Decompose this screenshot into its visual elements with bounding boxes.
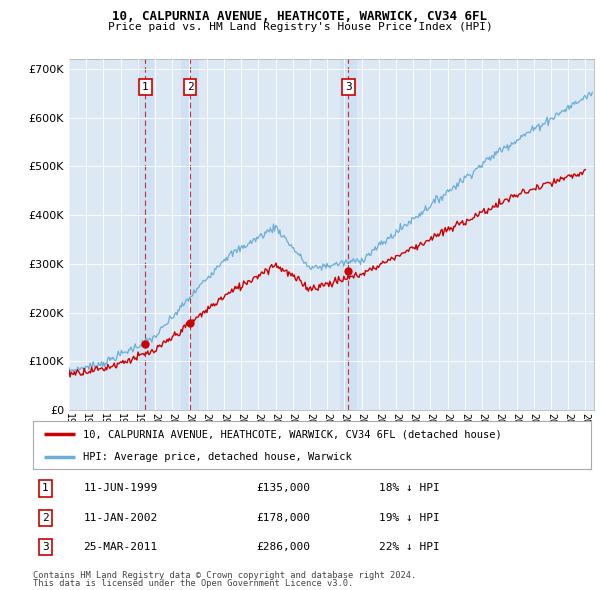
Text: Price paid vs. HM Land Registry's House Price Index (HPI): Price paid vs. HM Land Registry's House … <box>107 22 493 32</box>
Bar <box>137 59 154 410</box>
Text: 11-JUN-1999: 11-JUN-1999 <box>83 483 157 493</box>
Text: 10, CALPURNIA AVENUE, HEATHCOTE, WARWICK, CV34 6FL (detached house): 10, CALPURNIA AVENUE, HEATHCOTE, WARWICK… <box>83 429 502 439</box>
Text: HPI: Average price, detached house, Warwick: HPI: Average price, detached house, Warw… <box>83 452 352 462</box>
Text: 11-JAN-2002: 11-JAN-2002 <box>83 513 157 523</box>
Text: Contains HM Land Registry data © Crown copyright and database right 2024.: Contains HM Land Registry data © Crown c… <box>33 571 416 579</box>
Text: £286,000: £286,000 <box>256 542 310 552</box>
Text: 10, CALPURNIA AVENUE, HEATHCOTE, WARWICK, CV34 6FL: 10, CALPURNIA AVENUE, HEATHCOTE, WARWICK… <box>113 10 487 23</box>
Text: 19% ↓ HPI: 19% ↓ HPI <box>379 513 440 523</box>
Text: 2: 2 <box>187 82 193 92</box>
Bar <box>181 59 199 410</box>
Text: 1: 1 <box>142 82 149 92</box>
Text: 2: 2 <box>42 513 49 523</box>
Text: 1: 1 <box>42 483 49 493</box>
Text: 25-MAR-2011: 25-MAR-2011 <box>83 542 157 552</box>
Text: 18% ↓ HPI: 18% ↓ HPI <box>379 483 440 493</box>
Text: 3: 3 <box>345 82 352 92</box>
Text: This data is licensed under the Open Government Licence v3.0.: This data is licensed under the Open Gov… <box>33 579 353 588</box>
Text: £178,000: £178,000 <box>256 513 310 523</box>
Text: 3: 3 <box>42 542 49 552</box>
Text: 22% ↓ HPI: 22% ↓ HPI <box>379 542 440 552</box>
Bar <box>340 59 357 410</box>
Text: £135,000: £135,000 <box>256 483 310 493</box>
